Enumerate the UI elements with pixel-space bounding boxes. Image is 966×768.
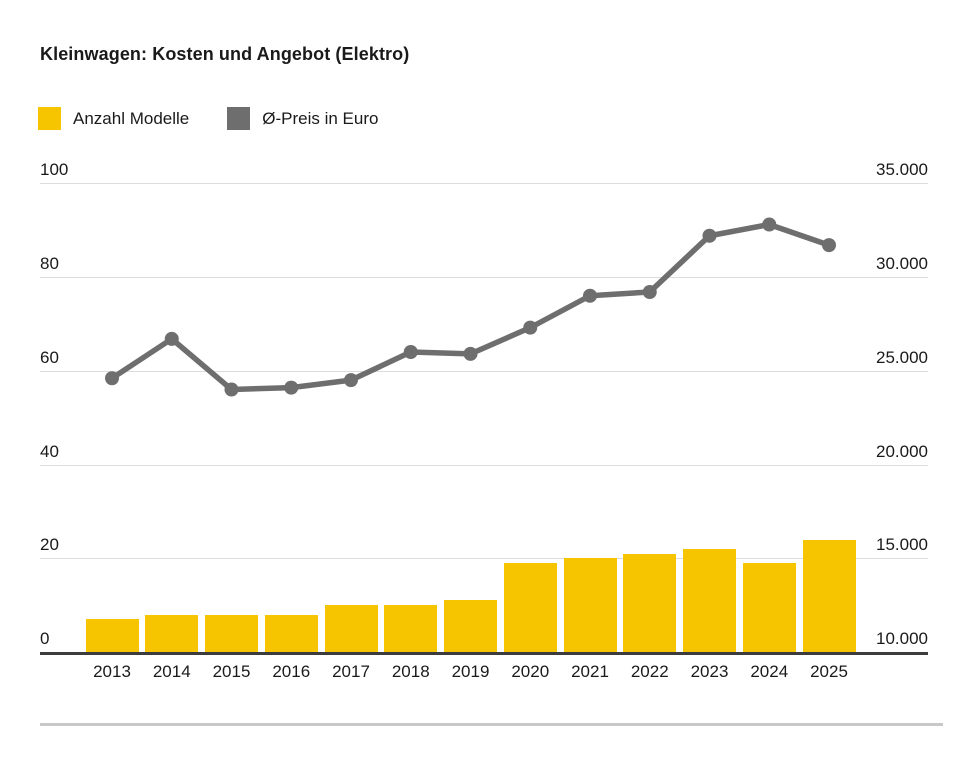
x-axis-tick-2022: 2022 [630,662,669,681]
legend-swatch-anzahl-modelle [38,107,61,130]
bar-2022 [623,553,677,652]
price-point-2022 [642,285,657,299]
y-axis-left-tick-60: 60 [40,347,59,367]
y-axis-left-tick-20: 20 [40,535,59,555]
bar-2025 [802,539,856,652]
y-axis-left-tick-0: 0 [40,629,50,648]
bar-2018 [384,605,438,652]
gridline-20 [40,558,928,560]
y-axis-right-tick-10000: 10.000 [876,629,928,648]
x-axis-line [40,652,928,655]
legend-label-anzahl-modelle: Anzahl Modelle [73,108,190,128]
price-line [110,221,830,393]
bar-2021 [563,558,617,652]
y-axis-right-tick-20000: 20.000 [876,441,928,461]
bar-2024 [742,562,796,652]
price-point-2023 [702,228,717,243]
bar-2019 [444,600,497,652]
bar-2015 [205,614,258,652]
price-point-2017 [344,373,358,388]
gridline-80 [40,277,928,278]
price-point-2025 [822,238,836,253]
bottom-divider [40,723,943,726]
bar-2023 [683,548,736,652]
x-axis-tick-2017: 2017 [332,662,370,681]
y-axis-right-tick-35000: 35.000 [876,160,928,180]
x-axis-tick-2014: 2014 [152,662,191,681]
x-axis-tick-2025: 2025 [810,662,848,681]
y-axis-left-tick-40: 40 [40,441,59,461]
x-axis-tick-2015: 2015 [212,662,251,681]
price-point-2018 [403,345,418,359]
price-point-2024 [762,217,777,232]
chart-title: Kleinwagen: Kosten und Angebot (Elektro) [40,44,410,64]
legend-item-preis: Ø-Preis in Euro [227,107,378,130]
price-point-2015 [224,382,239,397]
gridline-100 [40,183,928,185]
bar-2013 [85,619,139,652]
x-axis-tick-2019: 2019 [451,662,490,681]
legend-item-anzahl-modelle: Anzahl Modelle [38,107,189,130]
y-axis-right-tick-30000: 30.000 [876,254,928,273]
x-axis-tick-2023: 2023 [690,662,729,681]
legend: Anzahl Modelle Ø-Preis in Euro [38,107,378,130]
legend-label-preis: Ø-Preis in Euro [262,108,379,128]
gridline-40 [40,464,928,466]
y-axis-left-tick-100: 100 [40,160,69,180]
x-axis-tick-2013: 2013 [93,662,131,681]
legend-swatch-preis [227,107,251,130]
bar-2014 [145,614,199,652]
x-axis-tick-2021: 2021 [571,662,609,681]
bar-2017 [324,605,378,652]
price-point-2021 [583,288,597,303]
gridline-60 [40,370,928,372]
bar-2020 [503,562,557,652]
price-point-2013 [105,371,119,386]
y-axis-right-tick-25000: 25.000 [876,347,928,367]
y-axis-right-tick-15000: 15.000 [876,535,928,555]
price-point-2019 [463,346,478,361]
y-axis-left-tick-80: 80 [40,254,59,273]
x-axis-tick-2020: 2020 [511,662,550,681]
x-axis-tick-2018: 2018 [391,662,430,681]
bar-2016 [264,614,318,652]
price-point-2014 [164,331,179,346]
price-point-2020 [523,320,538,335]
x-axis-tick-2016: 2016 [272,662,311,681]
price-point-2016 [284,380,299,395]
x-axis-tick-2024: 2024 [750,662,789,681]
